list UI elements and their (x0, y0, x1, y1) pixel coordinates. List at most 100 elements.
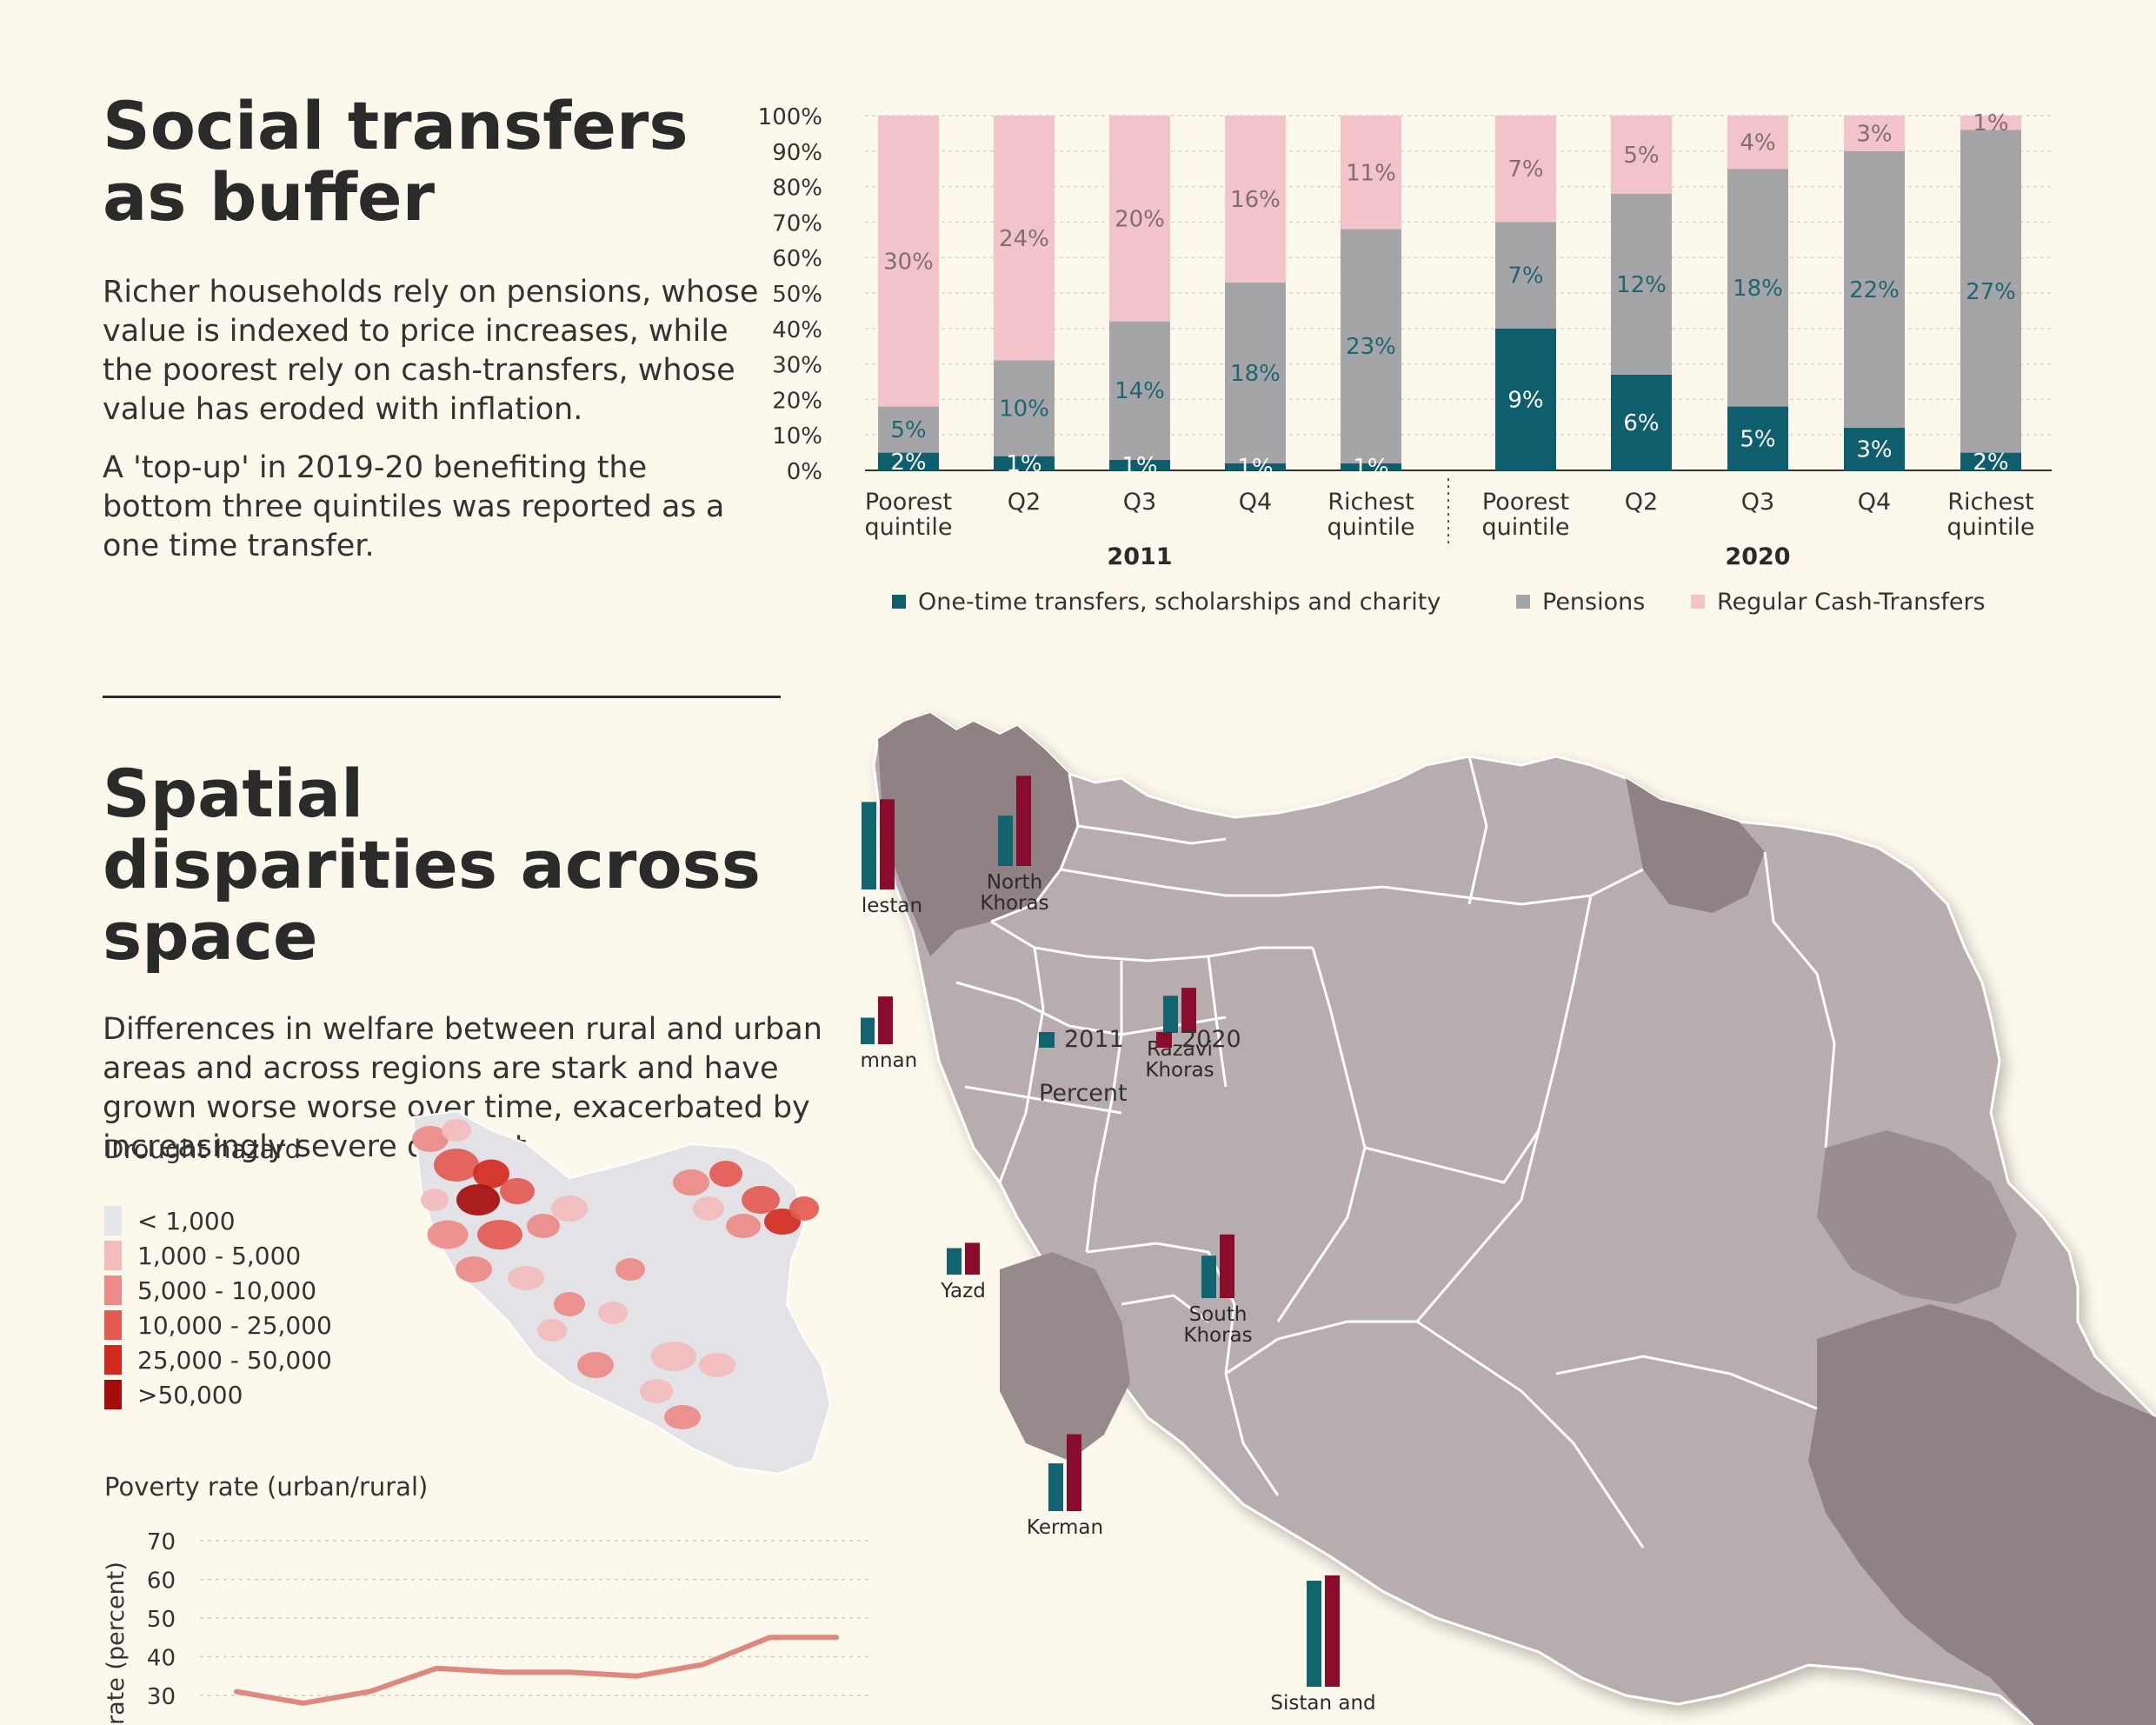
bar-legend-label: Pensions (1542, 589, 1645, 616)
bar-segment (1109, 321, 1170, 460)
region-north-khorasan (1626, 778, 1765, 913)
bar-legend-label: One-time transfers, scholarships and cha… (918, 589, 1441, 616)
bar-ytick: 0% (787, 459, 822, 485)
province-bar-2020 (1220, 1234, 1234, 1298)
drought-patch (577, 1352, 614, 1378)
bar-ytick: 100% (758, 104, 822, 130)
bar-segment (994, 360, 1055, 456)
transfers-title: Social transfers as buffer (103, 87, 689, 236)
province-bar-2020 (878, 996, 893, 1044)
bar-ytick: 50% (772, 282, 822, 308)
bar-group-label: 2011 (1107, 543, 1172, 570)
spatial-paragraph: Differences in welfare between rural and… (103, 1012, 822, 1164)
province-bar-2011 (947, 1248, 962, 1275)
bar-data-label: 5% (1740, 426, 1775, 452)
province-bar-2011 (862, 802, 876, 889)
bar-segment (994, 456, 1055, 470)
drought-patch (434, 1149, 479, 1182)
drought-swatch (104, 1380, 122, 1409)
bar-data-label: 1% (1973, 110, 2008, 137)
bar-category-label: Q4 (1858, 489, 1891, 516)
drought-patch (616, 1258, 645, 1281)
drought-patch (412, 1126, 449, 1152)
bar-category-label: Q2 (1008, 489, 1041, 516)
drought-label: 5,000 - 10,000 (137, 1275, 317, 1305)
bar-segment (1341, 229, 1401, 463)
legend-swatch-2011 (1039, 1032, 1055, 1048)
poverty-ytick: 40 (147, 1646, 176, 1672)
province-bar-2020 (965, 1242, 980, 1275)
bar-data-label: 3% (1856, 121, 1892, 147)
bar-segment (1225, 282, 1286, 463)
drought-patch (456, 1184, 500, 1215)
bar-segment (1844, 150, 1905, 429)
drought-patch (500, 1178, 535, 1204)
bar-data-label: 10% (999, 396, 1049, 423)
bar-data-label: 4% (1740, 130, 1775, 157)
province-label: Sistan and (1270, 1692, 1375, 1715)
drought-patch (537, 1319, 567, 1342)
drought-patch (527, 1214, 560, 1238)
bar-segment (878, 116, 939, 407)
bar-segment (878, 452, 939, 470)
bar-segment (1960, 116, 2021, 130)
drought-patch (473, 1159, 509, 1189)
bar-ytick: 10% (772, 423, 822, 450)
bar-data-label: 14% (1115, 378, 1165, 404)
bar-ytick: 80% (772, 176, 822, 202)
bar-segment (1611, 193, 1672, 375)
drought-patch (477, 1220, 522, 1249)
bar-ytick: 30% (772, 353, 822, 379)
bar-segment (1495, 222, 1556, 329)
province-label: Golestan (861, 895, 922, 917)
province-bar-2011 (1163, 996, 1178, 1033)
bar-segment (1844, 116, 1905, 151)
region-khuzestan (1000, 1252, 1130, 1461)
bar-data-label: 1% (1353, 455, 1388, 481)
province-bar-2011 (861, 1017, 875, 1044)
bar-category-label: quintile (1946, 514, 2034, 541)
iran-province-map: ArdabilEast AzerbaiWest AzerbaiGilanZanj… (861, 711, 2156, 1725)
province-bar-2011 (1201, 1255, 1216, 1298)
drought-legend-item: 1,000 - 5,000 (104, 1238, 332, 1273)
drought-legend-item: 25,000 - 50,000 (104, 1342, 332, 1377)
bar-category-label: quintile (1327, 514, 1414, 541)
drought-patch (709, 1161, 742, 1187)
bar-segment (1495, 116, 1556, 223)
bar-segment (1960, 452, 2021, 470)
region-northwest (878, 713, 1078, 956)
drought-swatch (104, 1241, 122, 1270)
drought-map (411, 1109, 832, 1475)
drought-label: 25,000 - 50,000 (137, 1345, 332, 1375)
province-label: North (987, 871, 1042, 894)
bar-data-label: 18% (1230, 361, 1281, 387)
bar-data-label: 22% (1849, 277, 1900, 303)
province-bar-2011 (1307, 1581, 1321, 1687)
province-bar-2020 (1325, 1575, 1340, 1687)
bar-category-label: Richest (1947, 489, 2033, 516)
poverty-chart: 30 40 50 60 70 rate (percent) (103, 1529, 869, 1725)
drought-swatch (104, 1310, 122, 1340)
transfers-bar-chart: 0% 10% 20% 30% 40% 50% 60% 70% 80% 90% 100% 2% 5% 30… (758, 104, 2052, 616)
bar-segment (1495, 328, 1556, 470)
drought-swatch (104, 1206, 122, 1235)
bar-ytick: 40% (772, 317, 822, 343)
drought-patch (664, 1405, 701, 1429)
transfers-paragraph-1: Richer households rely on pensions, whos… (103, 275, 759, 427)
legend-label-2011: 2011 (1064, 1026, 1124, 1053)
drought-patch (693, 1196, 724, 1221)
legend-unit: Percent (1039, 1080, 1128, 1107)
map-legend: 2011 2020 Percent (1039, 1026, 1241, 1107)
province-borders (955, 756, 1836, 1549)
province-bar-2020 (1181, 988, 1196, 1033)
bar-segment (1341, 463, 1401, 470)
bar-data-label: 23% (1346, 334, 1396, 360)
poverty-ytick: 30 (147, 1684, 176, 1710)
drought-patch (427, 1220, 469, 1249)
drought-patch (551, 1196, 588, 1222)
bar-category-label: quintile (864, 514, 952, 541)
bar-data-label: 2% (890, 450, 926, 476)
drought-label: 10,000 - 25,000 (137, 1310, 332, 1340)
region-south-khorasan (1817, 1130, 2017, 1304)
drought-legend: < 1,000 1,000 - 5,000 5,000 - 10,000 10,000… (104, 1203, 332, 1412)
